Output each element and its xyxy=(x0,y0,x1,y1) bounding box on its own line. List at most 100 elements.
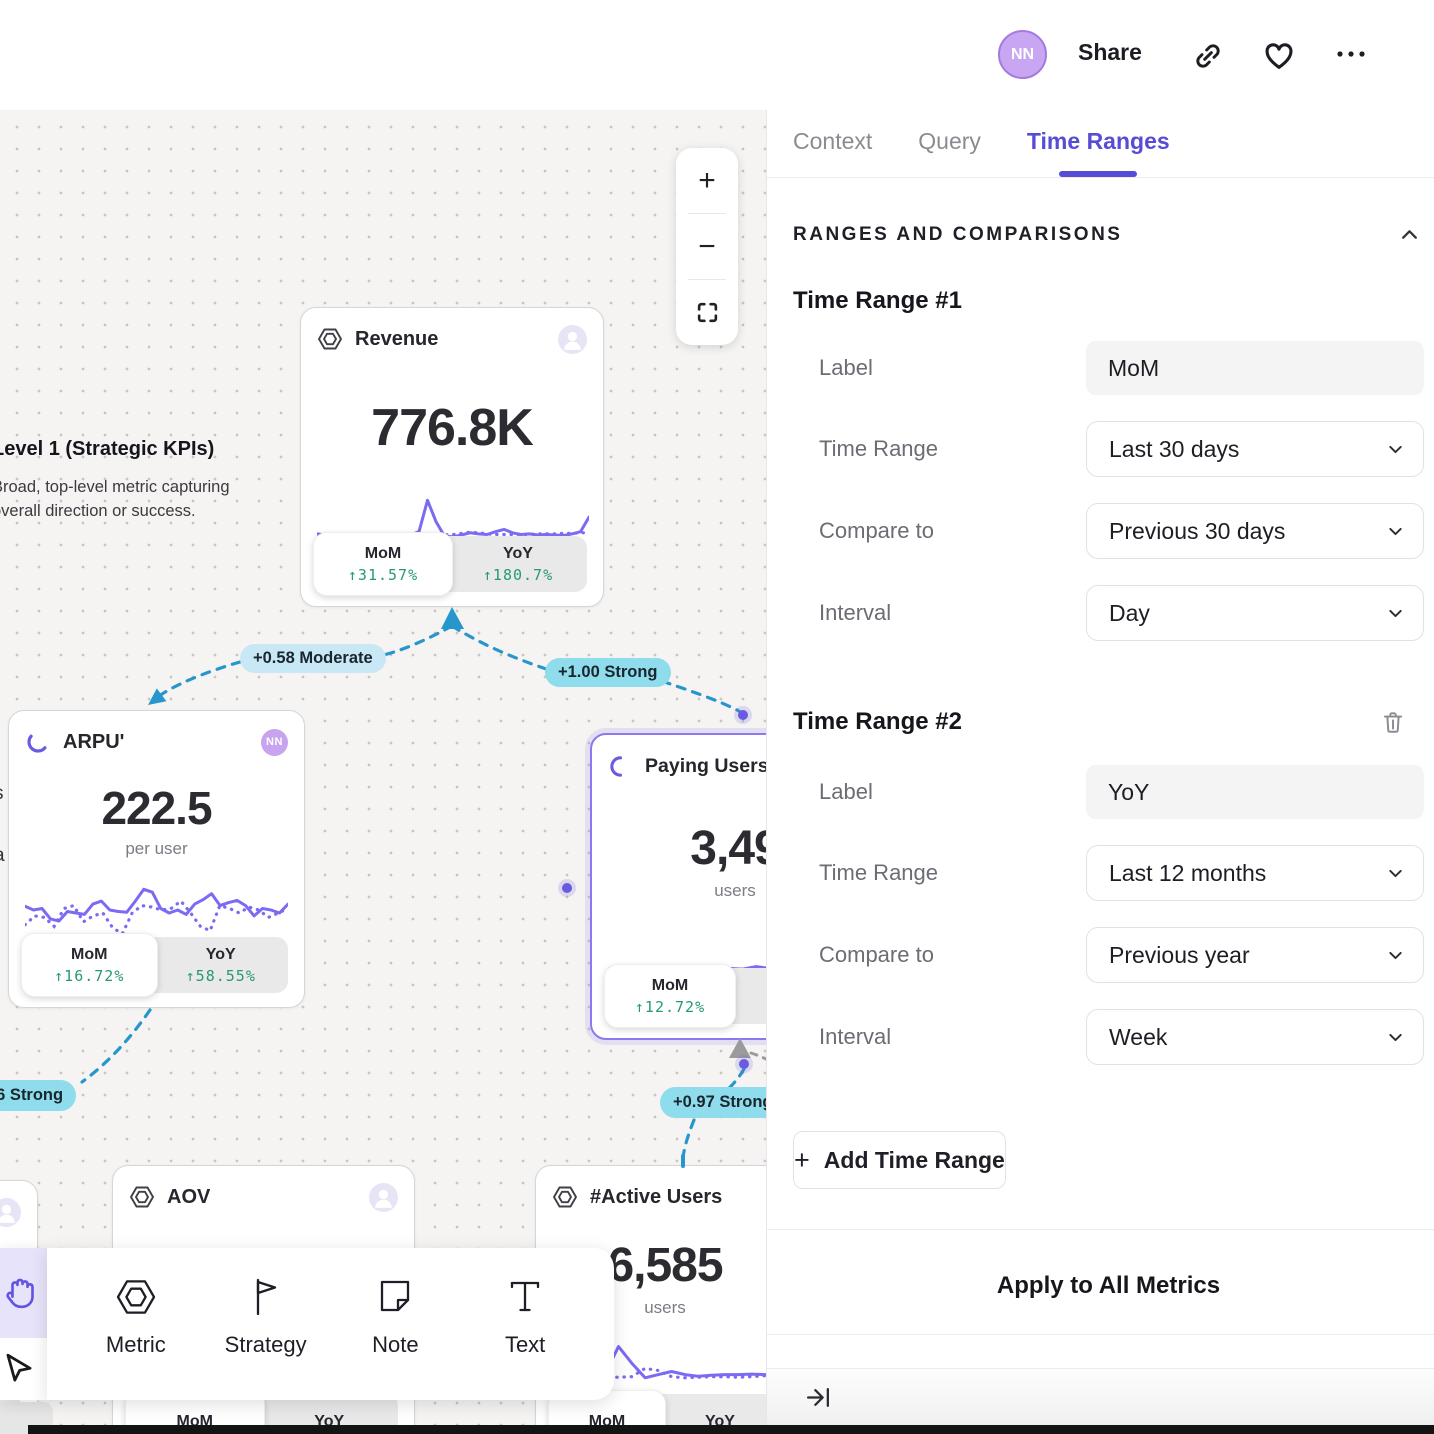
user-avatar[interactable]: NN xyxy=(998,30,1047,79)
select-tool[interactable] xyxy=(0,1338,47,1400)
pointer-tools xyxy=(0,1248,47,1400)
metric-hexagon-icon xyxy=(318,328,342,350)
divider xyxy=(688,213,726,214)
field-label: Interval xyxy=(819,600,892,625)
metric-unit: users xyxy=(644,1298,686,1317)
field-label: Interval xyxy=(819,1024,892,1049)
time-range-select[interactable]: Last 12 months xyxy=(1086,845,1424,901)
chevron-down-icon xyxy=(1389,1033,1402,1041)
tool-label: Text xyxy=(504,1332,546,1357)
zoom-in-button[interactable]: + xyxy=(698,163,716,197)
label-input[interactable]: MoM xyxy=(1086,341,1424,395)
field-label: Compare to xyxy=(819,942,934,967)
correlation-badge[interactable]: +0.58 Moderate xyxy=(240,644,386,673)
metric-card-paying-users[interactable]: Paying Users' 3,49 users MoM ↑12.72% YoY xyxy=(590,733,766,1040)
favorite-button[interactable] xyxy=(1262,39,1296,78)
note-icon xyxy=(381,1280,410,1312)
chevron-down-icon xyxy=(1389,609,1402,617)
level-annotation: Level 1 (Strategic KPIs) Broad, top-leve… xyxy=(0,438,244,524)
tool-label: Strategy xyxy=(224,1332,307,1357)
toggle-yoy[interactable]: YoY xyxy=(732,968,766,1024)
metric-value: 776.8K xyxy=(371,399,534,457)
metric-unit: per user xyxy=(125,839,188,858)
compare-to-select[interactable]: Previous year xyxy=(1086,927,1424,983)
owner-avatar-icon xyxy=(0,1197,21,1227)
metric-tool[interactable]: Metric xyxy=(71,1274,201,1400)
toggle-yoy[interactable]: YoY ↑180.7% xyxy=(482,544,554,584)
loading-arc-icon xyxy=(27,734,47,753)
interval-select[interactable]: Week xyxy=(1086,1009,1424,1065)
insert-tool-panel: Metric Strategy Note xyxy=(47,1248,614,1400)
clipped-text-fragment: s xyxy=(0,783,4,805)
metric-value: 222.5 xyxy=(101,782,212,834)
flag-icon xyxy=(256,1278,276,1316)
text-tool[interactable]: Text xyxy=(460,1274,590,1400)
panel-tabs: Context Query Time Ranges xyxy=(793,0,1424,177)
metric-card-revenue[interactable]: Revenue 776.8K MoM ↑31.57% YoY ↑180.7% xyxy=(300,307,604,607)
metric-card-arpu[interactable]: ARPU' NN 222.5 per user MoM ↑16.72% YoY … xyxy=(8,710,305,1008)
share-button[interactable]: Share xyxy=(1078,39,1142,65)
metric-card-title: ARPU' xyxy=(63,730,125,753)
chevron-down-icon xyxy=(1389,869,1402,877)
correlation-badge[interactable]: +0.97 Strong xyxy=(660,1087,766,1118)
more-options-button[interactable] xyxy=(1334,46,1368,67)
copy-link-button[interactable] xyxy=(1192,40,1224,77)
loading-arc-icon xyxy=(610,755,623,777)
chevron-down-icon xyxy=(1389,527,1402,535)
metric-value: 6,585 xyxy=(607,1239,723,1292)
hand-tool[interactable] xyxy=(0,1248,47,1338)
time-range-2-header: Time Range #2 xyxy=(793,705,1424,739)
strategy-tool[interactable]: Strategy xyxy=(201,1274,331,1400)
fit-to-screen-button[interactable] xyxy=(676,280,738,345)
plus-icon: + xyxy=(794,1144,810,1175)
tab-time-ranges[interactable]: Time Ranges xyxy=(1027,128,1170,177)
toggle-mom[interactable]: MoM ↑31.57% xyxy=(313,532,453,596)
label-input[interactable]: YoY xyxy=(1086,765,1424,819)
tab-query[interactable]: Query xyxy=(918,128,981,154)
correlation-badge[interactable]: +1.00 Strong xyxy=(545,658,671,687)
collapse-panel-button[interactable] xyxy=(801,1380,836,1415)
time-range-toggle: MoM ↑31.57% YoY ↑180.7% xyxy=(313,532,587,596)
compare-to-select[interactable]: Previous 30 days xyxy=(1086,503,1424,559)
field-label: Compare to xyxy=(819,518,934,543)
owner-avatar-icon xyxy=(558,324,587,354)
level-description: Broad, top-level metric capturing overal… xyxy=(0,478,230,520)
metric-tree-canvas[interactable]: Level 1 (Strategic KPIs) Broad, top-leve… xyxy=(0,0,766,1434)
time-range-1-fields: Label MoM Time Range Last 30 days Compar… xyxy=(793,341,1424,641)
interval-select[interactable]: Day xyxy=(1086,585,1424,641)
apply-to-all-metrics-button[interactable]: Apply to All Metrics xyxy=(996,1272,1221,1299)
chevron-down-icon xyxy=(1389,951,1402,959)
collapse-section-button[interactable] xyxy=(1395,220,1424,249)
metric-card-title: Paying Users' xyxy=(645,754,766,777)
time-range-title: Time Range #2 xyxy=(793,708,962,735)
chevron-up-icon xyxy=(1402,230,1417,239)
note-tool[interactable]: Note xyxy=(331,1274,461,1400)
sparkline xyxy=(317,498,589,536)
hand-icon xyxy=(5,1278,34,1309)
toggle-mom[interactable]: MoM ↑16.72% xyxy=(21,933,158,997)
clipped-text-fragment: a xyxy=(0,845,5,867)
toggle-yoy[interactable]: YoY ↑58.55% xyxy=(185,945,256,985)
sparkline xyxy=(608,965,766,968)
tool-label: Metric xyxy=(105,1332,166,1357)
link-icon xyxy=(1196,44,1220,68)
sparkline xyxy=(25,887,288,936)
metric-card-title: #Active Users xyxy=(590,1185,723,1208)
collaborator-badge: NN xyxy=(261,728,288,756)
tab-context[interactable]: Context xyxy=(793,128,873,154)
section-header: RANGES AND COMPARISONS xyxy=(793,220,1424,249)
divider xyxy=(767,177,1434,178)
trash-icon xyxy=(1383,712,1403,733)
ellipsis-icon xyxy=(1337,51,1365,57)
correlation-badge[interactable]: 66 Strong xyxy=(0,1080,77,1111)
toggle-mom[interactable]: MoM ↑12.72% xyxy=(604,964,736,1028)
zoom-out-button[interactable]: − xyxy=(698,229,716,263)
card-header xyxy=(0,1197,21,1227)
add-time-range-button[interactable]: + Add Time Range xyxy=(793,1131,1006,1189)
chevron-down-icon xyxy=(1389,445,1402,453)
time-range-title: Time Range #1 xyxy=(793,287,962,314)
delete-time-range-button[interactable] xyxy=(1376,705,1410,739)
metric-hexagon-icon xyxy=(130,1186,154,1208)
time-range-select[interactable]: Last 30 days xyxy=(1086,421,1424,477)
